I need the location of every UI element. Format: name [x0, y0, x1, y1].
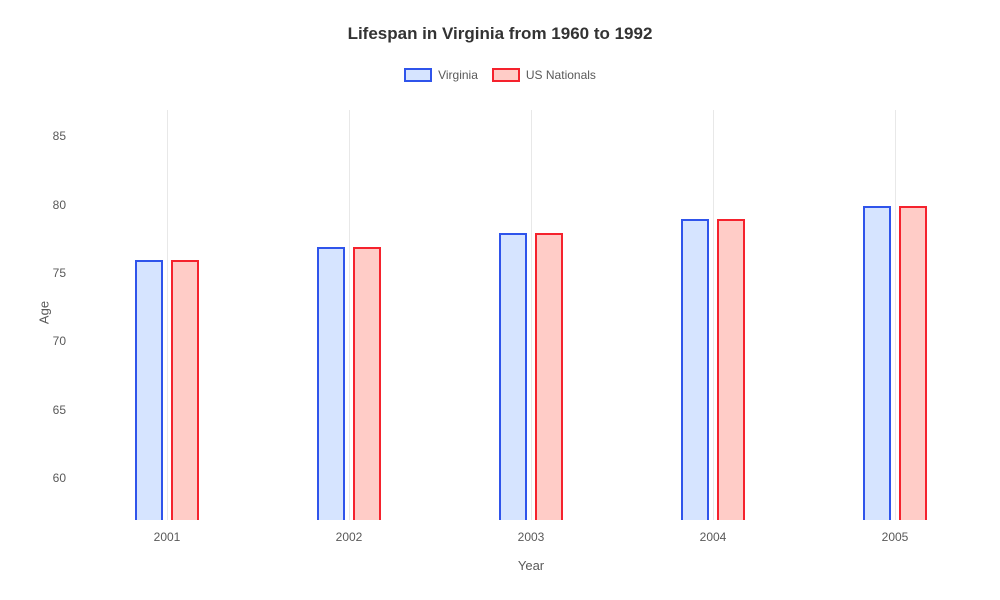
x-tick-label: 2003 [501, 530, 561, 544]
y-axis-title: Age [37, 283, 52, 343]
legend-item: US Nationals [492, 68, 596, 82]
y-tick-label: 80 [26, 198, 66, 212]
bar [353, 247, 381, 520]
x-tick-label: 2002 [319, 530, 379, 544]
gridline-vertical [349, 110, 350, 520]
legend-label: Virginia [438, 68, 478, 82]
bar [717, 219, 745, 520]
x-axis-title: Year [76, 558, 986, 573]
legend: Virginia US Nationals [0, 68, 1000, 82]
gridline-vertical [531, 110, 532, 520]
gridline-vertical [713, 110, 714, 520]
bar [863, 206, 891, 520]
y-tick-label: 65 [26, 403, 66, 417]
chart-title: Lifespan in Virginia from 1960 to 1992 [0, 24, 1000, 44]
bar [317, 247, 345, 520]
bar [535, 233, 563, 520]
x-tick-label: 2001 [137, 530, 197, 544]
gridline-vertical [167, 110, 168, 520]
bar [171, 260, 199, 520]
y-tick-label: 60 [26, 471, 66, 485]
x-tick-label: 2005 [865, 530, 925, 544]
chart-container: Lifespan in Virginia from 1960 to 1992 V… [0, 0, 1000, 600]
bar [499, 233, 527, 520]
bar [135, 260, 163, 520]
y-tick-label: 75 [26, 266, 66, 280]
x-tick-label: 2004 [683, 530, 743, 544]
bar [681, 219, 709, 520]
legend-swatch [492, 68, 520, 82]
bar [899, 206, 927, 520]
legend-label: US Nationals [526, 68, 596, 82]
legend-swatch [404, 68, 432, 82]
gridline-vertical [895, 110, 896, 520]
y-tick-label: 85 [26, 129, 66, 143]
plot-area: 20012002200320042005606570758085YearAge [76, 110, 986, 520]
legend-item: Virginia [404, 68, 478, 82]
